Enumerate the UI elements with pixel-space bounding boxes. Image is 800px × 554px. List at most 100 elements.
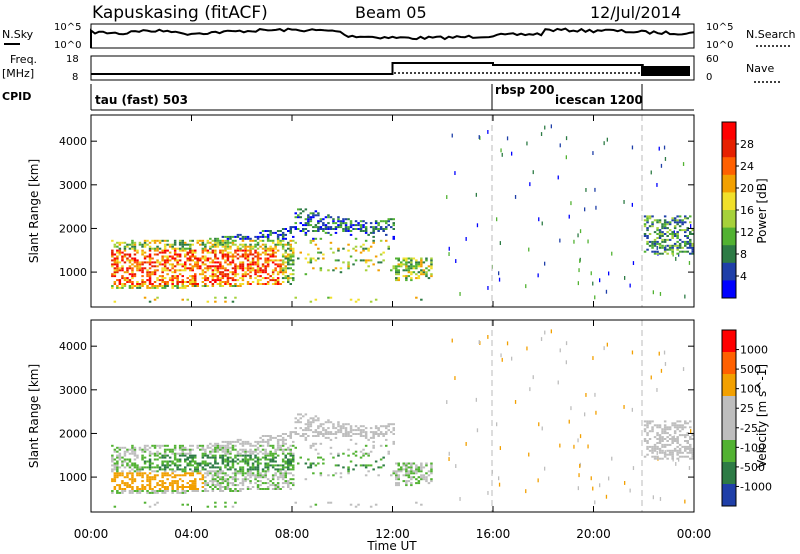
heatmap-cell xyxy=(405,259,408,262)
heatmap-cell xyxy=(544,466,546,471)
heatmap-cell xyxy=(319,218,323,221)
heatmap-cell xyxy=(681,426,684,429)
heatmap-cell xyxy=(599,483,601,488)
heatmap-cell xyxy=(319,433,323,435)
heatmap-cell xyxy=(347,265,350,268)
heatmap-cell xyxy=(691,248,694,251)
heatmap-cell xyxy=(392,470,395,473)
heatmap-cell xyxy=(118,474,122,477)
heatmap-cell xyxy=(327,421,330,424)
heatmap-cell xyxy=(648,215,652,218)
heatmap-cell xyxy=(362,243,365,246)
heatmap-cell xyxy=(163,448,167,451)
heatmap-cell xyxy=(364,261,368,264)
heatmap-cell xyxy=(264,247,267,250)
heatmap-cell xyxy=(181,450,184,453)
heatmap-cell xyxy=(191,269,194,272)
heatmap-cell xyxy=(284,442,287,445)
colorbar-segment xyxy=(722,139,736,158)
heatmap-cell xyxy=(577,233,579,238)
heatmap-cell xyxy=(161,269,164,272)
heatmap-cell xyxy=(239,466,242,469)
heatmap-cell xyxy=(276,454,280,457)
heatmap-cell xyxy=(141,474,144,477)
heatmap-cell xyxy=(221,281,225,283)
heatmap-cell xyxy=(259,458,262,461)
heatmap-cell xyxy=(264,454,267,457)
heatmap-cell xyxy=(671,248,674,251)
heatmap-cell xyxy=(226,277,230,280)
heatmap-cell xyxy=(194,257,197,260)
heatmap-cell xyxy=(171,450,174,453)
heatmap-cell xyxy=(259,271,262,274)
heatmap-cell xyxy=(646,248,649,251)
heatmap-cell xyxy=(446,400,448,404)
heatmap-cell xyxy=(249,247,252,250)
heatmap-cell xyxy=(648,217,652,220)
heatmap-cell xyxy=(148,480,152,483)
heatmap-cell xyxy=(415,267,418,270)
heatmap-cell xyxy=(121,241,124,244)
heatmap-cell xyxy=(281,247,285,250)
heatmap-cell xyxy=(116,267,119,270)
heatmap-cell xyxy=(194,486,197,488)
heatmap-cell xyxy=(126,448,129,451)
heatmap-cell xyxy=(216,442,220,445)
heatmap-cell xyxy=(226,257,230,260)
heatmap-cell xyxy=(226,269,230,272)
heatmap-cell xyxy=(379,220,383,223)
heatmap-cell xyxy=(199,470,202,473)
heatmap-cell xyxy=(234,468,237,471)
heatmap-cell xyxy=(171,476,174,479)
heatmap-cell xyxy=(244,251,247,254)
heatmap-cell xyxy=(678,434,682,437)
heatmap-cell xyxy=(402,480,405,483)
heatmap-cell xyxy=(121,286,124,289)
heatmap-cell xyxy=(347,267,350,270)
heatmap-cell xyxy=(224,253,227,256)
heatmap-cell xyxy=(276,446,280,449)
time-tick-label: 20:00 xyxy=(576,527,611,541)
heatmap-cell xyxy=(354,425,358,428)
heatmap-cell xyxy=(648,422,652,425)
heatmap-cell xyxy=(133,265,137,268)
heatmap-cell xyxy=(327,231,330,234)
heatmap-cell xyxy=(292,235,295,238)
heatmap-cell xyxy=(113,464,117,467)
heatmap-cell xyxy=(246,249,250,252)
heatmap-cell xyxy=(176,259,179,262)
heatmap-cell xyxy=(143,450,147,453)
heatmap-cell xyxy=(121,456,124,459)
heatmap-cell xyxy=(126,462,129,465)
heatmap-cell xyxy=(176,279,179,282)
heatmap-cell xyxy=(254,263,257,266)
heatmap-cell xyxy=(226,263,230,266)
heatmap-cell xyxy=(269,480,272,483)
heatmap-cell xyxy=(259,253,262,256)
heatmap-cell xyxy=(148,454,152,457)
heatmap-cell xyxy=(529,182,531,187)
heatmap-cell xyxy=(349,230,353,232)
heatmap-cell xyxy=(254,450,257,453)
heatmap-cell xyxy=(653,252,657,255)
heatmap-cell xyxy=(324,231,328,234)
heatmap-cell xyxy=(231,444,235,447)
heatmap-cell xyxy=(397,474,400,477)
heatmap-cell xyxy=(352,263,355,266)
heatmap-cell xyxy=(382,220,385,223)
heatmap-cell xyxy=(392,429,395,432)
heatmap-cell xyxy=(191,490,194,492)
heatmap-cell xyxy=(646,221,649,224)
heatmap-cell xyxy=(427,482,431,485)
heatmap-cell xyxy=(148,491,152,494)
heatmap-cell xyxy=(141,454,144,457)
heatmap-cell xyxy=(189,468,192,471)
heatmap-cell xyxy=(224,486,227,488)
heatmap-cell xyxy=(332,425,335,428)
heatmap-cell xyxy=(241,245,245,248)
heatmap-cell xyxy=(241,283,245,285)
heatmap-cell xyxy=(347,454,350,457)
heatmap-cell xyxy=(643,215,647,218)
heatmap-cell xyxy=(246,281,250,283)
heatmap-cell xyxy=(158,446,162,449)
